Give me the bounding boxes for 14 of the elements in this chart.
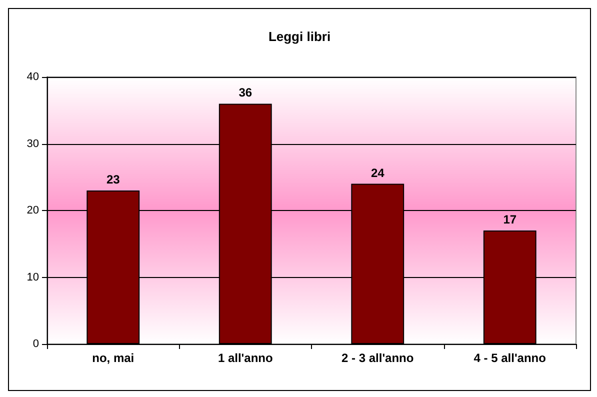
x-tick-label: no, mai (92, 351, 134, 365)
data-label: 23 (106, 172, 120, 186)
y-tick-label: 0 (32, 338, 39, 350)
data-label: 24 (370, 166, 385, 180)
data-label: 36 (238, 86, 252, 100)
y-tick-label: 10 (26, 271, 39, 284)
y-tick-label: 20 (26, 204, 39, 216)
x-tick-label: 1 all'anno (218, 351, 273, 365)
y-tick-label: 40 (26, 71, 39, 83)
y-tick-label: 30 (26, 138, 39, 150)
x-tick-label: 4 - 5 all'anno (474, 351, 546, 365)
chart-title: Leggi libri (268, 29, 331, 44)
data-label: 17 (503, 212, 517, 227)
x-tick-label: 2 - 3 all'anno (342, 351, 414, 365)
